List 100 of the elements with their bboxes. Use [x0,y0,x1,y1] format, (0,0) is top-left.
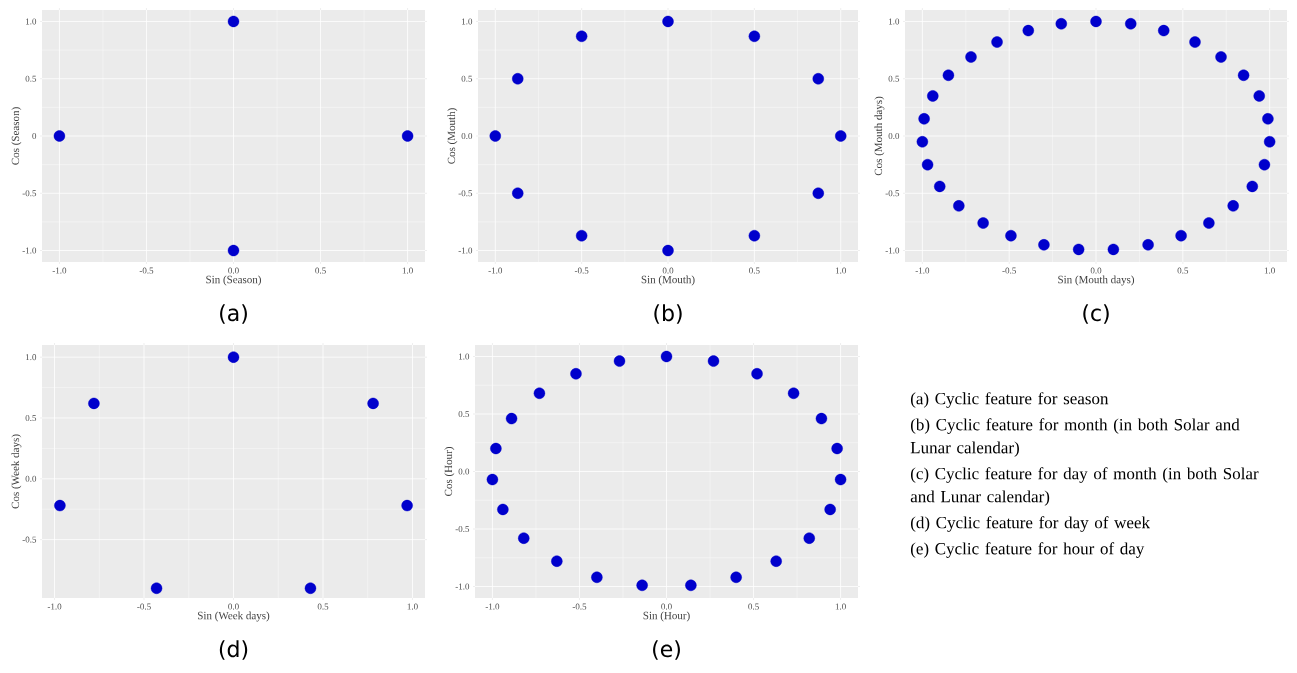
point [489,130,501,142]
point [1090,15,1102,28]
y-tick-label: 1.0 [26,354,37,361]
y-tick-label: 1.0 [26,18,37,25]
point [1055,18,1067,30]
x-tick-label: 0.5 [317,603,329,610]
point [662,15,674,28]
point [730,571,742,583]
point [591,571,603,583]
point [660,350,673,363]
x-tick-label: -1.0 [485,603,500,610]
y-tick-label: 0.0 [461,132,473,140]
point [1175,229,1187,242]
point [636,579,648,592]
point [662,244,674,257]
y-tick-label: -0.5 [455,525,470,533]
point [1262,113,1274,125]
point [921,158,934,171]
point [613,355,626,367]
point [512,187,524,199]
y-tick-label: 0.5 [461,75,473,82]
x-tick-label: 0.0 [662,267,674,274]
x-axis-title: Sin (Season) [206,275,261,286]
point [707,355,720,367]
x-tick-label: 0.5 [749,267,760,274]
point [977,217,989,229]
point [748,229,761,242]
y-tick-label: -0.5 [885,190,900,197]
x-axis-title: Sin (Mouth days) [1058,275,1135,286]
x-tick-label: 1.0 [835,603,846,610]
point [1107,243,1120,256]
point [575,30,588,43]
text: (a) [220,304,247,324]
y-axis-title: Cos (Season) [11,107,22,165]
y-tick-label: 0.5 [25,414,37,422]
x-tick-label: 0.5 [1177,267,1189,274]
x-tick-label: -1.0 [47,603,62,610]
point [927,90,939,102]
text: (d) [219,640,248,660]
point [1005,229,1017,242]
point [1125,18,1137,30]
point [1237,69,1250,81]
y-tick-label: -1.0 [885,247,900,254]
y-tick-label: 0 [32,132,37,140]
point [150,582,163,594]
x-tick-label: 1.0 [407,603,418,610]
point [512,73,524,85]
point [575,229,588,242]
x-tick-label: -1.0 [52,267,67,274]
point [486,473,499,486]
x-tick-label: 0.0 [661,603,672,610]
y-axis-title: Cos (Hour) [444,447,455,496]
y-tick-label: -0.5 [22,536,37,543]
point [533,387,546,399]
y-tick-label: 0.5 [25,75,37,82]
point [953,200,965,212]
point [812,187,824,199]
point [88,397,100,410]
point [1215,51,1227,63]
point [824,503,836,516]
point [934,180,946,193]
point [1022,24,1034,37]
x-tick-label: -0.5 [572,603,587,610]
point [304,582,317,594]
y-tick-label: 1.0 [462,18,473,25]
y-tick-label: 0.0 [888,132,900,140]
point [518,532,530,544]
y-tick-label: -1.0 [22,247,37,254]
point [803,532,815,544]
point [1253,90,1265,102]
point [918,113,930,125]
point [1142,239,1154,251]
point [401,130,414,142]
point [916,136,929,148]
point [401,499,413,512]
point [831,442,843,455]
point [1263,136,1276,148]
text: (a) Cyclic feature for season [910,392,1109,408]
point [1258,158,1271,171]
point [942,69,955,81]
x-tick-label: -0.5 [574,267,589,274]
x-axis-title: Sin (Week days) [198,611,270,622]
point [1246,180,1258,193]
x-tick-label: 0.5 [748,603,759,610]
point [1038,239,1050,251]
x-tick-label: 0.0 [228,267,239,274]
text: (b) Cyclic feature for month (in both Solar and Lunar calendar) [910,418,1240,457]
point [497,503,509,516]
x-tick-label: -0.5 [1002,267,1016,274]
point [748,30,761,43]
y-tick-label: 1.0 [889,18,900,25]
x-tick-label: -1.0 [915,267,930,274]
point [570,368,582,380]
text: (b) [654,304,682,324]
point [1072,243,1085,256]
point [991,36,1003,48]
point [505,412,518,425]
point [367,397,379,410]
y-tick-label: -0.5 [458,190,473,197]
point [685,579,697,592]
